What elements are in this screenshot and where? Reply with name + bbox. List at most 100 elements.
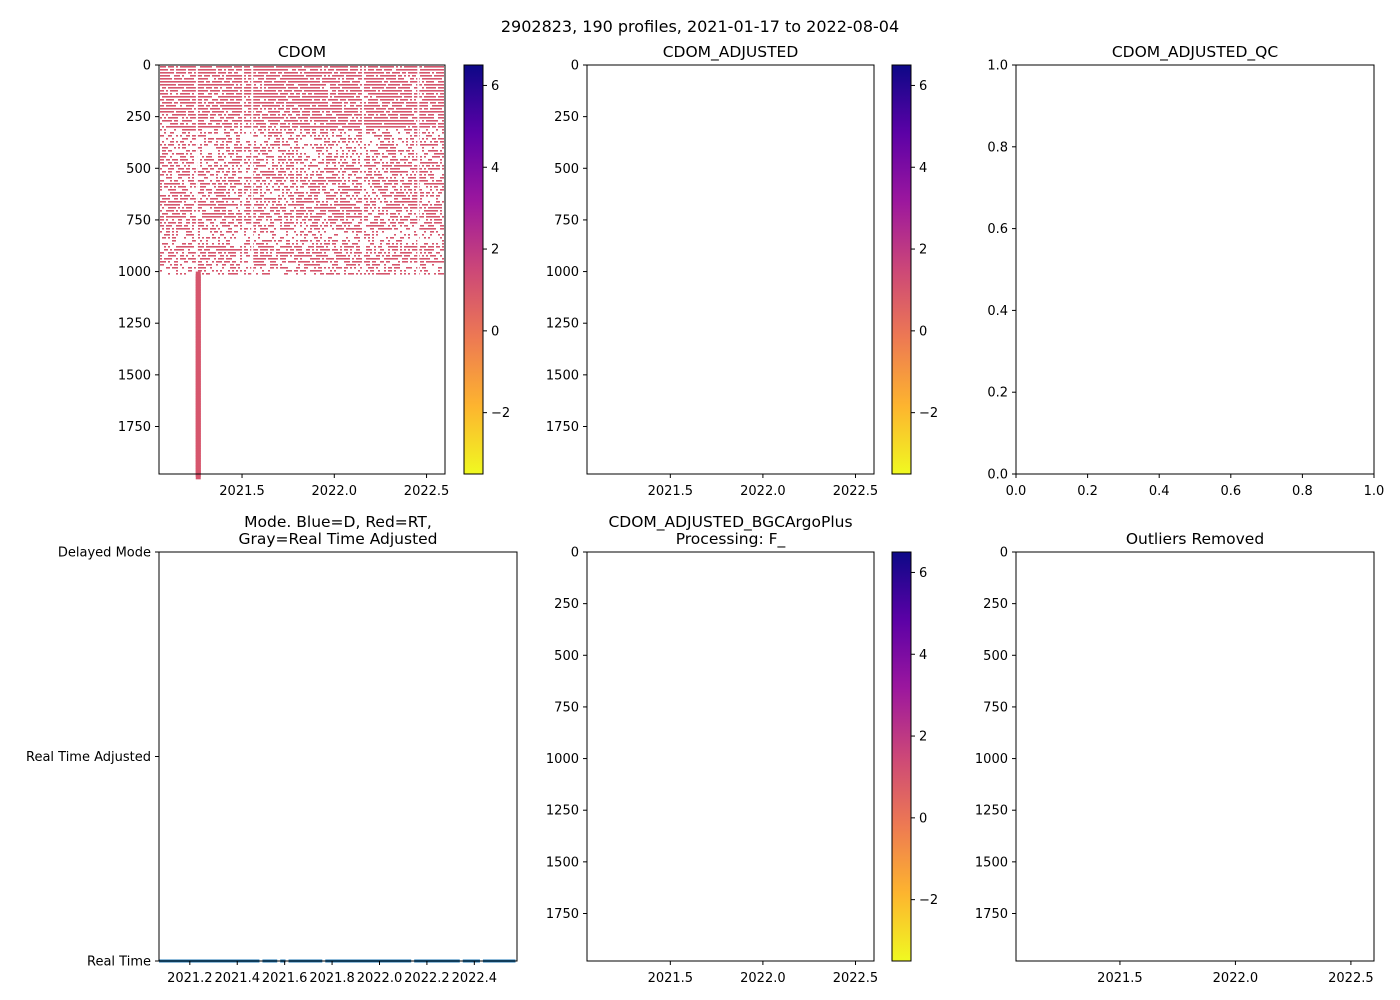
- profile-pixel: [382, 168, 384, 170]
- profile-pixel: [268, 78, 270, 80]
- profile-pixel: [162, 201, 164, 203]
- profile-pixel: [330, 72, 332, 74]
- profile-pixel: [276, 183, 278, 185]
- profile-pixel: [274, 198, 276, 200]
- profile-pixel: [386, 120, 388, 122]
- profile-pixel: [314, 135, 316, 137]
- profile-pixel: [190, 66, 192, 68]
- profile-pixel: [356, 105, 358, 107]
- profile-pixel: [182, 81, 184, 83]
- profile-pixel: [330, 207, 332, 209]
- profile-pixel: [356, 183, 358, 185]
- profile-pixel: [394, 204, 396, 206]
- profile-pixel: [220, 126, 222, 128]
- profile-pixel: [174, 198, 176, 200]
- profile-pixel: [306, 213, 308, 215]
- profile-pixel: [304, 120, 306, 122]
- profile-pixel: [238, 105, 240, 107]
- profile-pixel: [374, 105, 376, 107]
- profile-pixel: [370, 174, 372, 176]
- profile-pixel: [212, 174, 214, 176]
- profile-pixel: [208, 102, 210, 104]
- profile-pixel: [170, 93, 172, 95]
- profile-pixel: [244, 78, 246, 80]
- profile-pixel: [398, 81, 400, 83]
- profile-pixel: [388, 87, 390, 89]
- profile-pixel: [264, 93, 266, 95]
- profile-pixel: [244, 105, 246, 107]
- profile-pixel: [164, 87, 166, 89]
- profile-pixel: [262, 72, 264, 74]
- profile-pixel: [170, 222, 172, 224]
- profile-pixel: [204, 213, 206, 215]
- profile-pixel: [322, 84, 324, 86]
- profile-pixel: [386, 126, 388, 128]
- profile-pixel: [244, 189, 246, 191]
- profile-pixel: [182, 186, 184, 188]
- profile-pixel: [232, 162, 234, 164]
- profile-pixel: [296, 144, 298, 146]
- profile-pixel: [442, 66, 444, 68]
- profile-pixel: [200, 198, 202, 200]
- profile-pixel: [338, 123, 340, 125]
- profile-pixel: [226, 90, 228, 92]
- profile-pixel: [374, 162, 376, 164]
- profile-pixel: [258, 123, 260, 125]
- profile-pixel: [326, 81, 328, 83]
- profile-pixel: [296, 72, 298, 74]
- profile-pixel: [306, 87, 308, 89]
- profile-pixel: [312, 210, 314, 212]
- profile-pixel: [378, 129, 380, 131]
- profile-pixel: [232, 84, 234, 86]
- profile-pixel: [320, 69, 322, 71]
- profile-pixel: [398, 78, 400, 80]
- profile-pixel: [160, 186, 162, 188]
- profile-pixel: [192, 162, 194, 164]
- profile-pixel: [320, 183, 322, 185]
- profile-pixel: [170, 177, 172, 179]
- profile-pixel: [292, 156, 294, 158]
- profile-pixel: [400, 117, 402, 119]
- profile-pixel: [348, 123, 350, 125]
- profile-pixel: [204, 174, 206, 176]
- profile-pixel: [286, 108, 288, 110]
- profile-pixel: [388, 153, 390, 155]
- profile-pixel: [354, 189, 356, 191]
- profile-pixel: [354, 162, 356, 164]
- profile-pixel: [208, 159, 210, 161]
- profile-pixel: [354, 147, 356, 149]
- profile-pixel: [176, 126, 178, 128]
- profile-pixel: [420, 162, 422, 164]
- profile-pixel: [176, 153, 178, 155]
- profile-pixel: [186, 174, 188, 176]
- profile-pixel: [420, 216, 422, 218]
- profile-pixel: [366, 207, 368, 209]
- profile-pixel: [184, 165, 186, 167]
- profile-pixel: [318, 186, 320, 188]
- profile-pixel: [228, 117, 230, 119]
- profile-pixel: [292, 153, 294, 155]
- profile-pixel: [374, 153, 376, 155]
- profile-pixel: [272, 96, 274, 98]
- profile-pixel: [270, 75, 272, 77]
- profile-pixel: [178, 174, 180, 176]
- profile-pixel: [210, 189, 212, 191]
- profile-pixel: [314, 90, 316, 92]
- profile-pixel: [406, 81, 408, 83]
- profile-pixel: [220, 72, 222, 74]
- profile-pixel: [182, 198, 184, 200]
- profile-pixel: [180, 93, 182, 95]
- profile-pixel: [278, 201, 280, 203]
- profile-pixel: [382, 189, 384, 191]
- profile-pixel: [278, 156, 280, 158]
- profile-pixel: [226, 75, 228, 77]
- profile-pixel: [202, 210, 204, 212]
- profile-pixel: [316, 126, 318, 128]
- profile-pixel: [262, 159, 264, 161]
- profile-pixel: [348, 201, 350, 203]
- profile-pixel: [208, 138, 210, 140]
- profile-pixel: [360, 201, 362, 203]
- profile-pixel: [270, 120, 272, 122]
- profile-pixel: [432, 123, 434, 125]
- profile-pixel: [384, 186, 386, 188]
